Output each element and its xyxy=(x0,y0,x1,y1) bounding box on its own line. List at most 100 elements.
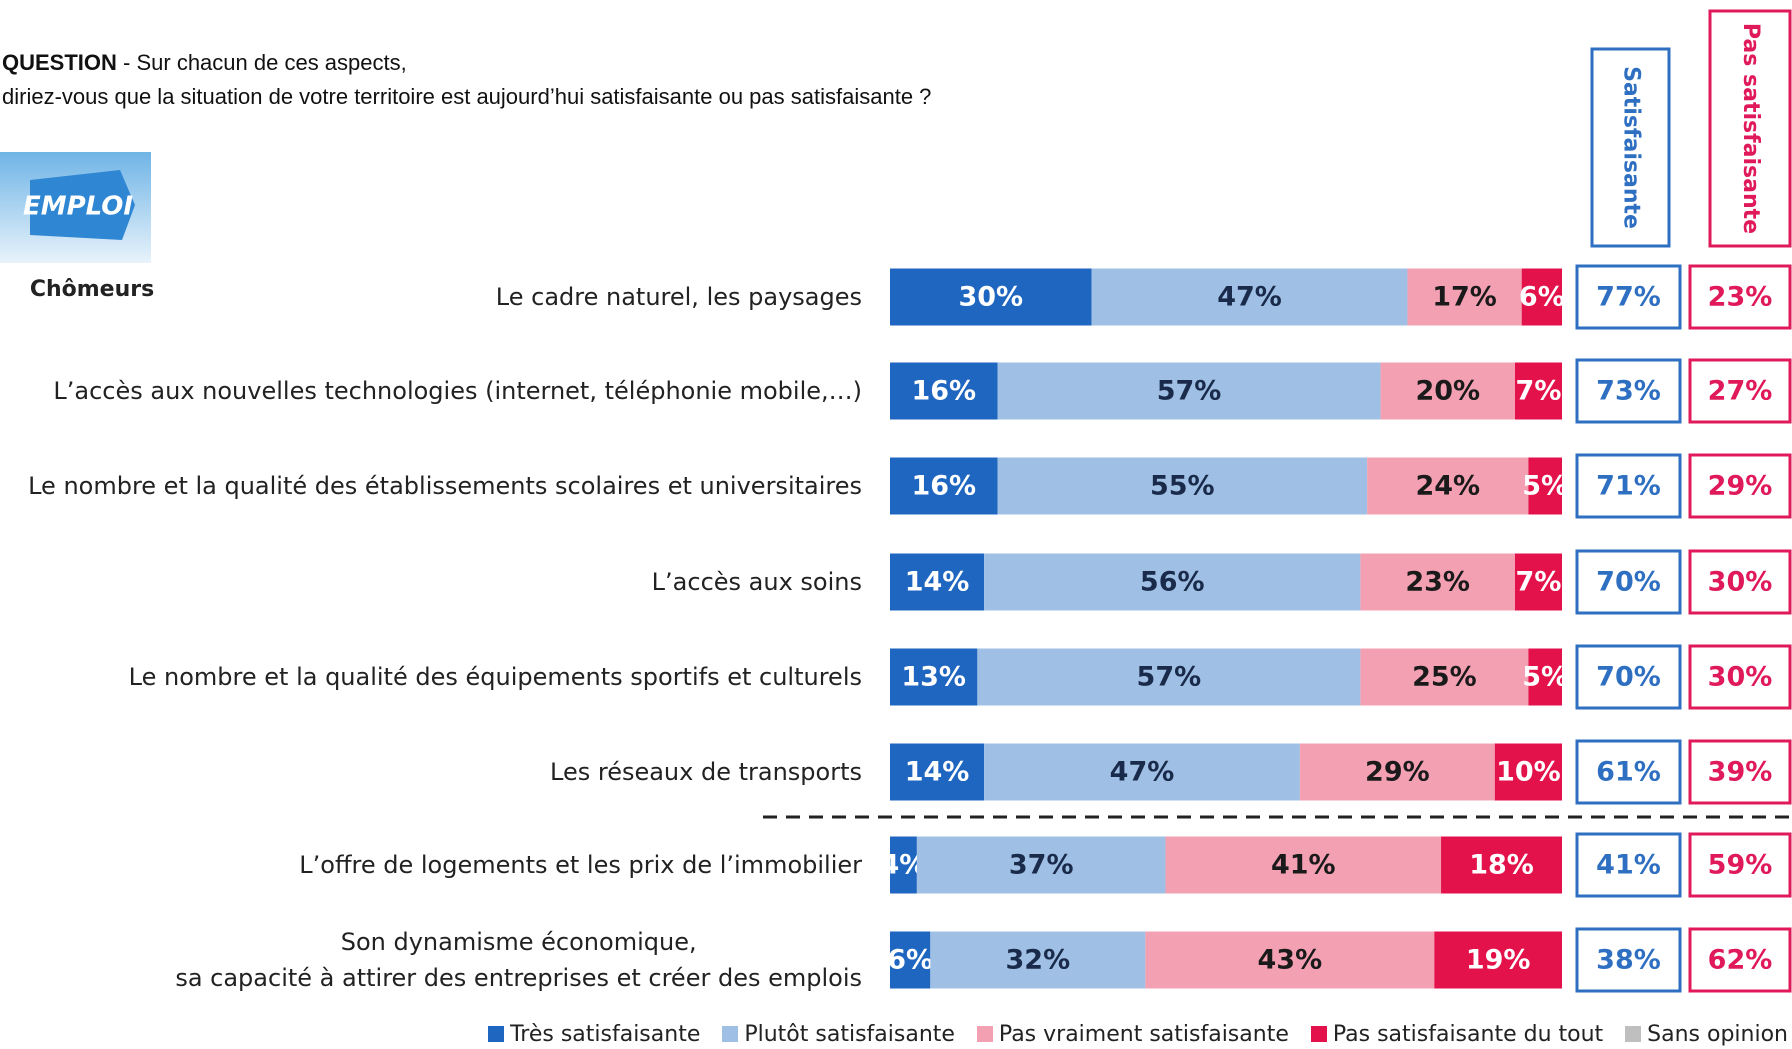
value-label: 56% xyxy=(1140,567,1205,598)
bar-segment xyxy=(984,553,1361,611)
value-label: 7% xyxy=(1516,376,1562,407)
value-label: 17% xyxy=(1432,282,1497,313)
legend-swatch xyxy=(976,1026,993,1042)
value-label: 6% xyxy=(887,945,933,976)
bar-segment xyxy=(890,553,985,611)
value-label: 10% xyxy=(1496,757,1561,788)
value-label: 20% xyxy=(1415,376,1480,407)
value-label: 29% xyxy=(1365,757,1430,788)
total-label: 39% xyxy=(1708,757,1773,788)
value-label: 47% xyxy=(1110,757,1175,788)
category-label: Son dynamisme économique, sa capacité à … xyxy=(175,928,862,992)
total-label: 41% xyxy=(1596,850,1661,881)
bar-segment xyxy=(1407,268,1522,326)
total-box xyxy=(1575,644,1682,710)
total-box xyxy=(1575,358,1682,424)
bar-segment xyxy=(1165,836,1442,894)
total-box xyxy=(1575,264,1682,330)
value-label: 16% xyxy=(911,376,976,407)
question-line: diriez-vous que la situation de votre te… xyxy=(2,84,932,109)
bar-segment xyxy=(984,743,1300,801)
value-label: 57% xyxy=(1137,662,1202,693)
category-label: L’accès aux nouvelles technologies (inte… xyxy=(53,377,862,405)
total-label: 70% xyxy=(1596,567,1661,598)
value-label: 23% xyxy=(1405,567,1470,598)
legend-swatch xyxy=(1625,1026,1642,1042)
total-box xyxy=(1575,453,1682,519)
bar-segment xyxy=(1494,743,1562,801)
total-box xyxy=(1575,927,1682,993)
total-box xyxy=(1688,264,1792,330)
legend-item: Sans opinion xyxy=(1625,1022,1788,1047)
value-label: 41% xyxy=(1271,850,1336,881)
total-label: 59% xyxy=(1708,850,1773,881)
legend-label: Plutôt satisfaisante xyxy=(744,1021,955,1047)
value-label: 18% xyxy=(1469,850,1534,881)
value-label: 14% xyxy=(905,567,970,598)
legend-item: Pas vraiment satisfaisante xyxy=(976,1022,1289,1047)
bar-segment xyxy=(890,836,917,894)
legend-item: Plutôt satisfaisante xyxy=(722,1022,955,1047)
value-label: 13% xyxy=(901,662,966,693)
bar-segment xyxy=(1299,743,1495,801)
bar-segment xyxy=(1441,836,1562,894)
value-label: 32% xyxy=(1006,945,1071,976)
total-label: 77% xyxy=(1596,282,1661,313)
value-label: 19% xyxy=(1466,945,1531,976)
bar-segment xyxy=(890,268,1092,326)
total-label: 73% xyxy=(1596,376,1661,407)
legend: Très satisfaisante Plutôt satisfaisante Pa… xyxy=(488,1019,1788,1049)
legend-swatch xyxy=(722,1026,739,1042)
total-box xyxy=(1575,832,1682,898)
bar-segment xyxy=(1521,268,1562,326)
bar-segment xyxy=(1145,931,1435,989)
total-label: 38% xyxy=(1596,945,1661,976)
bar-segment xyxy=(1434,931,1562,989)
total-label: 71% xyxy=(1596,471,1661,502)
total-header-box xyxy=(1708,9,1792,248)
bar-segment xyxy=(1091,268,1408,326)
bar-segment xyxy=(1528,457,1562,515)
category-label: L’accès aux soins xyxy=(651,568,862,596)
total-label: 30% xyxy=(1708,662,1773,693)
total-label: 62% xyxy=(1708,945,1773,976)
total-label: 29% xyxy=(1708,471,1773,502)
bar-segment xyxy=(890,931,931,989)
total-header: Satisfaisante xyxy=(1619,66,1644,229)
value-label: 16% xyxy=(911,471,976,502)
bar-segment xyxy=(930,931,1146,989)
legend-swatch xyxy=(1310,1026,1327,1042)
total-box xyxy=(1688,549,1792,615)
total-box xyxy=(1688,739,1792,805)
legend-label: Pas satisfaisante du tout xyxy=(1332,1021,1604,1047)
bar-segment xyxy=(890,743,985,801)
value-label: 7% xyxy=(1516,567,1562,598)
value-label: 14% xyxy=(905,757,970,788)
value-label: 5% xyxy=(1522,662,1568,693)
value-label: 30% xyxy=(958,282,1023,313)
bar-segment xyxy=(1528,648,1562,706)
total-box xyxy=(1688,832,1792,898)
question-label: QUESTION xyxy=(2,50,117,75)
total-label: 30% xyxy=(1708,567,1773,598)
value-label: 6% xyxy=(1519,282,1565,313)
category-label: Les réseaux de transports xyxy=(550,758,862,786)
value-label: 47% xyxy=(1217,282,1282,313)
total-header: Pas satisfaisante xyxy=(1738,23,1763,234)
bar-segment xyxy=(1360,648,1529,706)
total-box xyxy=(1688,927,1792,993)
group-label: Chômeurs xyxy=(30,277,154,302)
bar-segment xyxy=(977,648,1361,706)
bar-segment xyxy=(1367,457,1529,515)
bar-segment xyxy=(997,362,1381,420)
emploi-text: EMPLOI xyxy=(23,192,133,222)
value-label: 37% xyxy=(1009,850,1074,881)
legend-item: Pas satisfaisante du tout xyxy=(1310,1021,1604,1047)
legend-item: Très satisfaisante xyxy=(488,1022,700,1047)
legend-swatch xyxy=(488,1026,505,1042)
legend-label: Très satisfaisante xyxy=(510,1021,701,1047)
total-box xyxy=(1688,453,1792,519)
total-header-box xyxy=(1590,47,1671,248)
question: QUESTION - Sur chacun de ces aspects, dir… xyxy=(2,46,931,114)
